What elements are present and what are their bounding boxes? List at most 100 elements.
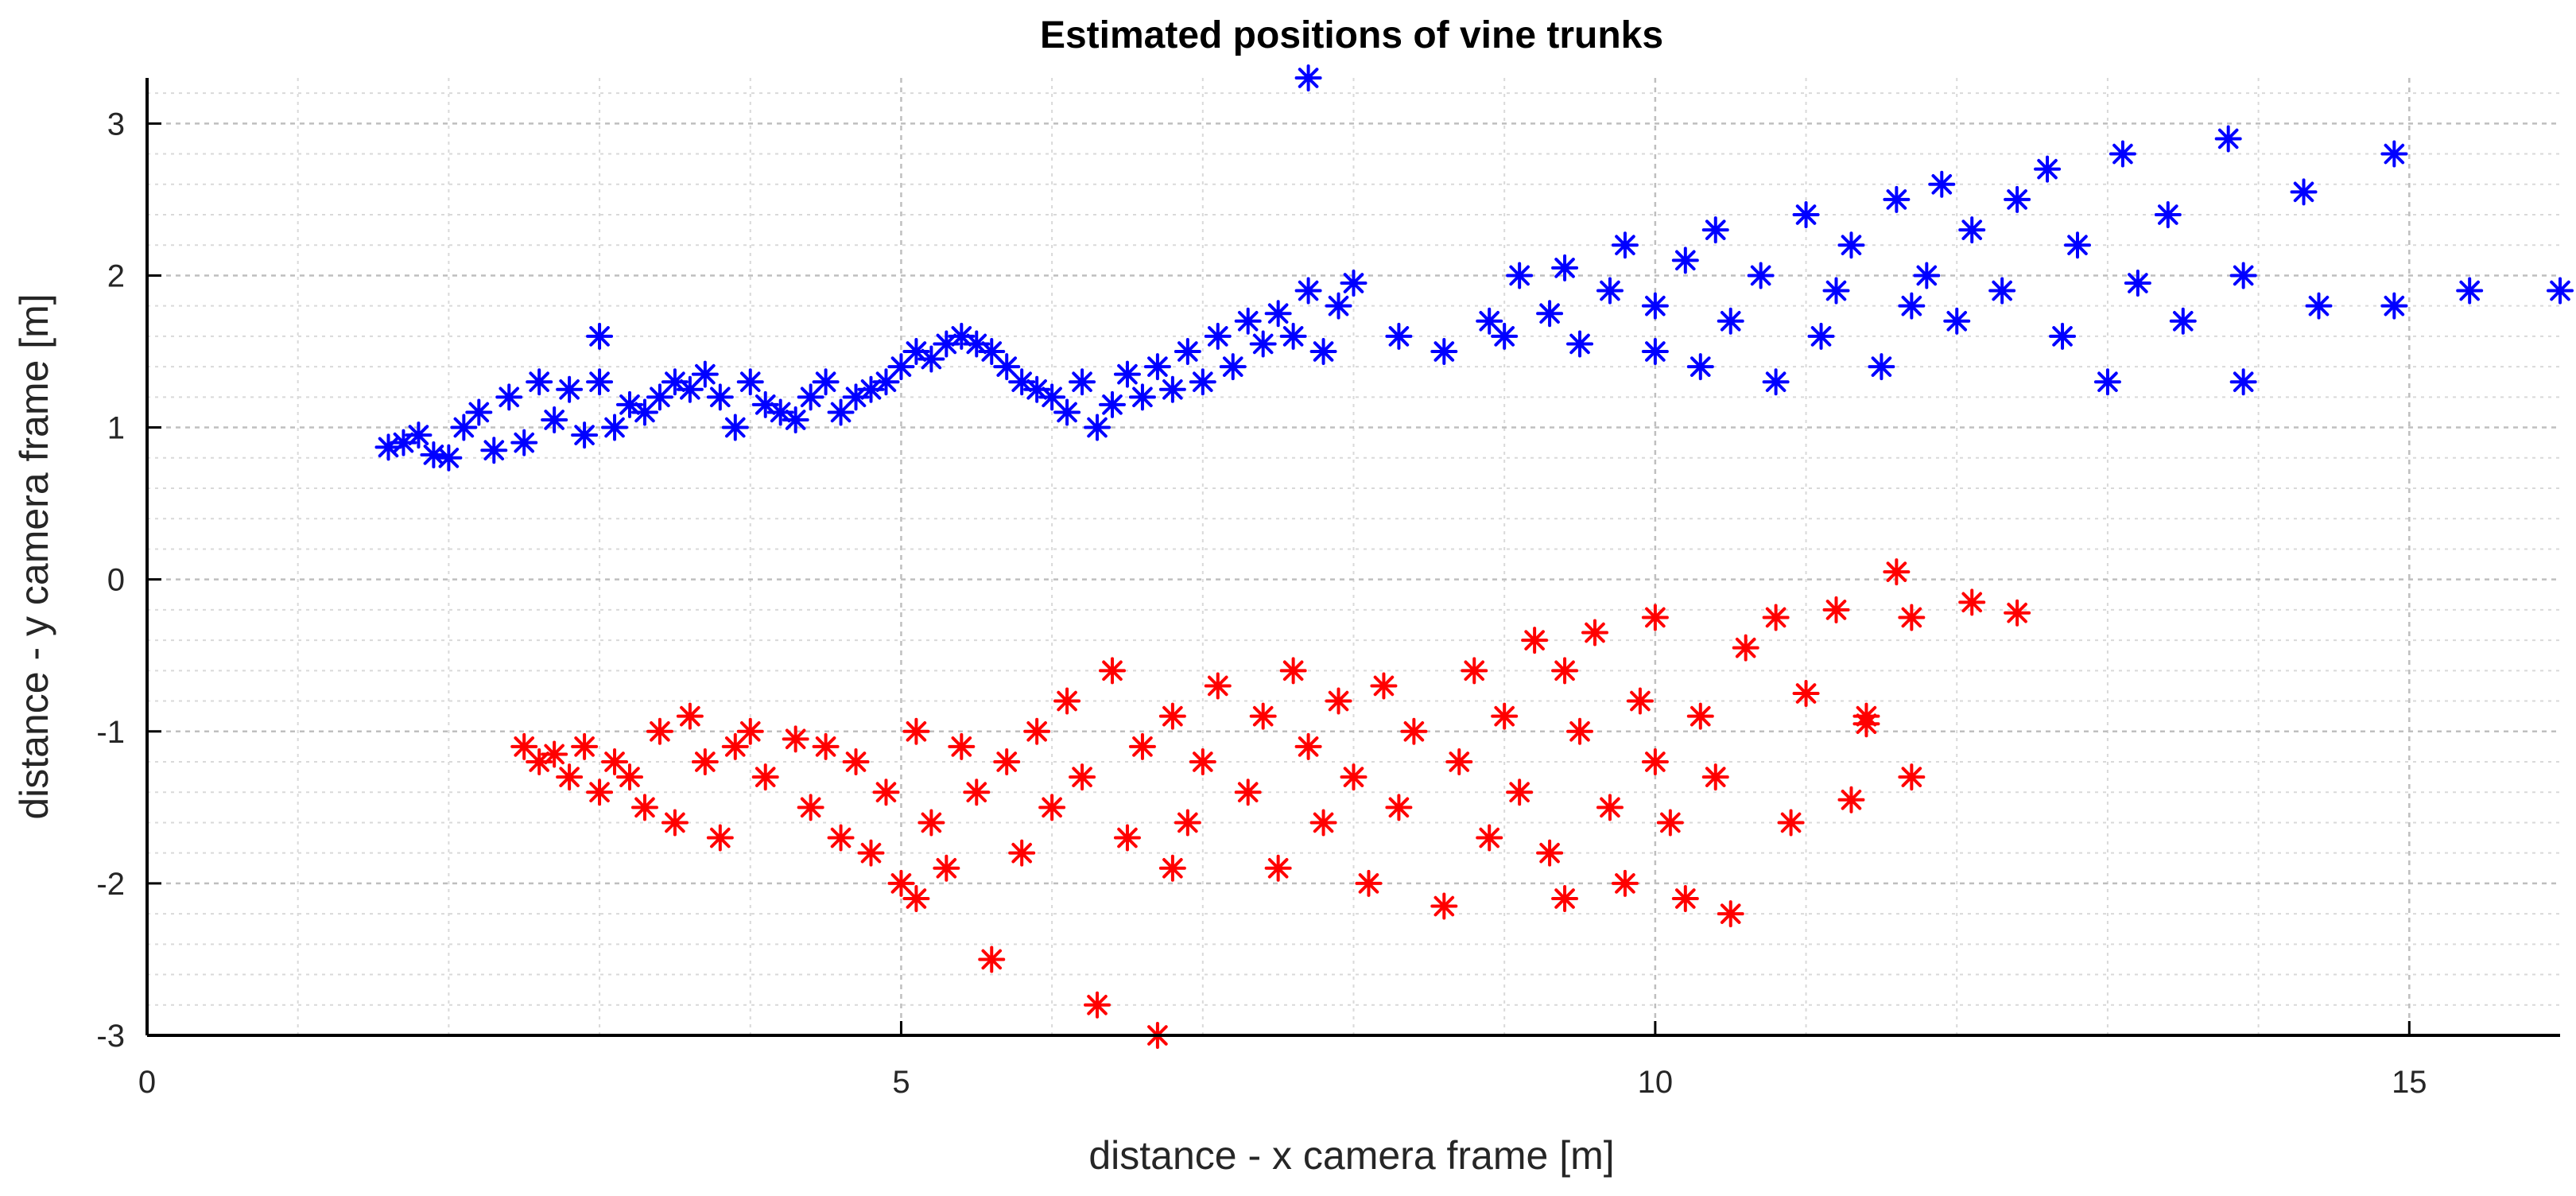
data-point [1309, 809, 1337, 837]
data-point [963, 330, 991, 358]
data-point [978, 946, 1006, 973]
data-point [721, 732, 749, 760]
data-point [918, 345, 945, 373]
data-point [1069, 763, 1096, 791]
data-point [2004, 599, 2031, 627]
data-point [661, 809, 689, 837]
data-point [1264, 854, 1292, 882]
data-point [1189, 368, 1216, 396]
data-point [1294, 732, 1322, 760]
data-point [676, 375, 704, 403]
data-point [1883, 185, 1911, 213]
data-point [390, 429, 417, 456]
data-point [887, 353, 915, 381]
data-point [1671, 885, 1699, 912]
data-point [1641, 748, 1669, 775]
data-point [646, 383, 673, 411]
data-point [661, 368, 689, 396]
data-point [2229, 368, 2257, 396]
data-point [586, 779, 614, 806]
data-point [1158, 375, 1186, 403]
data-point [1521, 627, 1549, 654]
data-point [1053, 398, 1081, 426]
data-point [1641, 292, 1669, 320]
y-tick-label: -3 [96, 1019, 125, 1054]
data-point [2093, 368, 2121, 396]
tick-labels: 0 5 10 15 -3 -2 -1 0 1 2 3 [96, 107, 2427, 1100]
x-tick-label: 10 [1638, 1065, 1674, 1100]
data-point [1294, 64, 1322, 91]
data-point [1430, 892, 1458, 920]
data-point [1325, 292, 1352, 320]
data-point [1038, 794, 1066, 821]
data-point [405, 421, 433, 449]
data-point [1928, 170, 1956, 198]
ticks [145, 122, 2411, 1037]
data-point [736, 717, 764, 745]
data-point [1717, 307, 1744, 335]
data-point [1249, 330, 1277, 358]
data-point [1008, 839, 1036, 867]
data-point [1476, 307, 1503, 335]
data-point [1883, 558, 1911, 586]
data-point [963, 779, 991, 806]
data-point [1641, 338, 1669, 365]
data-point [1581, 619, 1608, 647]
data-point [510, 429, 538, 456]
data-point [2547, 277, 2574, 305]
data-point [1084, 414, 1111, 441]
data-point [782, 725, 809, 753]
data-point [2034, 155, 2062, 183]
data-point [2064, 231, 2091, 259]
data-point [2456, 277, 2484, 305]
data-point [1053, 687, 1081, 715]
data-point [2229, 262, 2257, 289]
data-point [1309, 338, 1337, 365]
data-point [736, 368, 764, 396]
data-point [797, 383, 824, 411]
data-point [2290, 178, 2318, 206]
y-tick-label: 1 [107, 411, 125, 446]
y-tick-label: 2 [107, 258, 125, 293]
data-point [1837, 231, 1865, 259]
axes [145, 78, 2560, 1037]
data-point [465, 398, 493, 426]
data-point [1701, 216, 1729, 244]
data-point [1113, 824, 1141, 852]
data-point [1701, 763, 1729, 791]
data-point [721, 414, 749, 441]
data-points [374, 64, 2574, 1049]
data-point [2154, 201, 2182, 228]
data-point [1158, 854, 1186, 882]
data-point [1717, 900, 1744, 928]
data-point [827, 824, 855, 852]
data-point [797, 794, 824, 821]
data-point [2124, 270, 2151, 297]
x-tick-label: 0 [138, 1065, 156, 1100]
data-point [1069, 368, 1096, 396]
data-point [1279, 322, 1307, 350]
data-point [751, 390, 779, 418]
data-point [1551, 885, 1579, 912]
data-point [902, 717, 930, 745]
data-point [1189, 748, 1216, 775]
data-point [902, 885, 930, 912]
data-point [902, 338, 930, 365]
y-tick-label: -1 [96, 715, 125, 750]
data-point [948, 732, 976, 760]
data-point [1988, 277, 2016, 305]
data-point [630, 398, 658, 426]
data-point [1686, 702, 1714, 730]
data-point [1566, 717, 1594, 745]
data-point [1461, 657, 1488, 685]
data-point [616, 763, 643, 791]
data-point [1898, 292, 1926, 320]
series-0 [374, 64, 2574, 472]
data-point [450, 414, 478, 441]
x-axis-title: distance - x camera frame [m] [1088, 1133, 1614, 1178]
data-point [1611, 869, 1639, 897]
data-point [1611, 231, 1639, 259]
data-point [526, 368, 553, 396]
data-point [782, 406, 809, 433]
data-point [1491, 322, 1519, 350]
